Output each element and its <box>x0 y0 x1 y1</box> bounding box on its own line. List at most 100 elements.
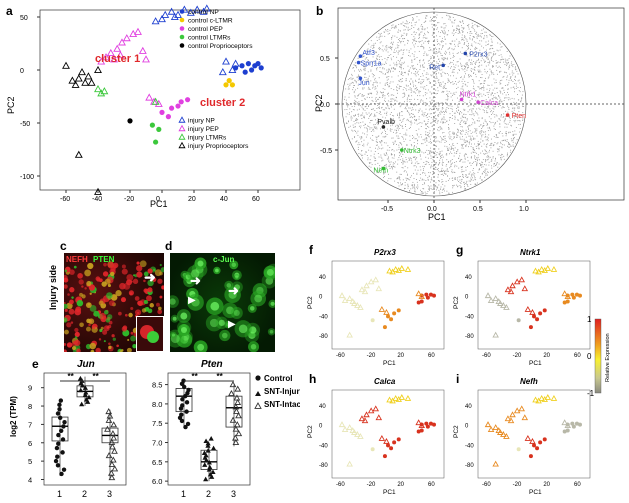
gene-point <box>399 112 401 114</box>
gene-point <box>366 155 368 156</box>
tick-label: 1 <box>181 489 186 499</box>
tick-label: 0 <box>20 68 24 75</box>
gene-point <box>418 50 420 52</box>
gene-point <box>478 92 480 94</box>
gene-point <box>416 104 418 106</box>
gene-point <box>484 170 486 172</box>
gene-point <box>376 144 378 146</box>
gene-point <box>506 126 508 128</box>
data-point <box>127 118 133 124</box>
gene-point <box>452 69 454 70</box>
gene-point <box>472 179 474 181</box>
gene-point <box>418 35 420 37</box>
data-point <box>60 437 66 442</box>
gene-point <box>515 85 517 87</box>
gene-point <box>470 104 472 106</box>
gene-point <box>483 38 485 40</box>
gene-point <box>420 40 422 42</box>
gene-point <box>486 56 488 58</box>
gene-point <box>471 63 473 65</box>
gene-point <box>413 136 415 138</box>
cell <box>64 329 69 335</box>
gene-point <box>409 107 411 109</box>
gene-point <box>443 187 445 189</box>
gene-point <box>521 97 523 99</box>
cell <box>156 302 160 307</box>
gene-point <box>418 36 420 38</box>
gene-point <box>437 51 439 53</box>
gene-point <box>353 115 355 117</box>
gene-point <box>344 96 346 98</box>
gene-point <box>438 153 440 155</box>
gene-point <box>438 141 440 143</box>
gene-point <box>472 167 474 169</box>
data-point <box>358 286 366 293</box>
gene-point <box>383 129 385 131</box>
gene-point <box>434 25 436 27</box>
gene-point <box>440 121 442 123</box>
gene-point <box>450 166 452 168</box>
data-point <box>484 421 492 428</box>
gene-point <box>475 112 477 114</box>
gene-point <box>436 122 438 124</box>
gene-point <box>369 115 370 117</box>
gene-point <box>402 89 404 91</box>
gene-point <box>410 188 412 190</box>
gene-point <box>456 104 458 106</box>
gene-point <box>460 158 462 160</box>
gene-point <box>427 153 429 155</box>
tick-label: -80 <box>465 463 474 469</box>
gene-point <box>407 178 409 180</box>
gene-point <box>380 71 382 73</box>
gene-point <box>429 108 431 110</box>
gene-point <box>403 96 405 98</box>
gene-point <box>450 96 452 98</box>
gene-point <box>354 89 356 91</box>
gene-point <box>426 114 427 116</box>
gene-point <box>483 89 485 91</box>
gene-point <box>470 178 472 180</box>
gene-point <box>394 64 396 66</box>
gene-point <box>383 99 385 101</box>
gene-point <box>476 36 478 38</box>
gene-point <box>500 143 502 145</box>
gene-point <box>358 69 360 71</box>
gene-point <box>431 63 433 65</box>
gene-point <box>450 43 452 44</box>
gene-point <box>414 120 416 122</box>
gene-point <box>496 98 498 100</box>
gene-point <box>390 88 392 90</box>
gene-point <box>479 120 480 122</box>
gene-point <box>472 68 474 70</box>
legend-marker <box>254 402 262 409</box>
data-point <box>83 389 89 395</box>
gene-point <box>431 57 432 59</box>
gene-point <box>464 142 466 144</box>
gene-point <box>494 54 496 56</box>
gene-point <box>450 151 451 153</box>
gene-point <box>361 114 363 116</box>
gene-point <box>449 51 451 53</box>
gene-point <box>416 119 418 121</box>
gene-point <box>476 163 478 165</box>
gene-point <box>488 96 490 98</box>
data-point <box>518 276 525 283</box>
gene-point <box>475 158 477 160</box>
gene-point <box>418 116 420 118</box>
gene-point <box>468 173 470 175</box>
gene-point <box>377 55 379 57</box>
gene-point <box>382 159 384 161</box>
gene-point <box>384 117 386 119</box>
cell <box>77 273 83 279</box>
gene-point <box>469 130 471 132</box>
gene-point <box>502 87 504 89</box>
gene-point <box>406 104 408 106</box>
gene-point <box>394 140 396 142</box>
gene-point <box>490 138 492 140</box>
gene-point <box>420 86 422 88</box>
gene-point <box>391 67 393 69</box>
gene-point <box>393 115 395 117</box>
gene-point <box>514 130 516 132</box>
gene-point <box>449 144 450 146</box>
gene-point <box>443 190 445 192</box>
